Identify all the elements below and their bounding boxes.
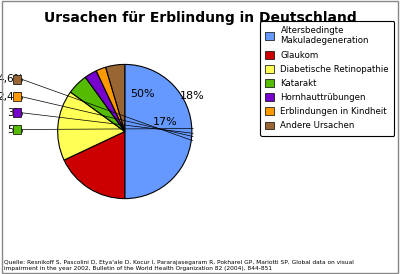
Wedge shape [106,64,125,132]
Text: 4,6%: 4,6% [0,74,24,84]
FancyBboxPatch shape [13,75,22,84]
Text: 2,4%: 2,4% [0,92,24,102]
Text: 3%: 3% [8,108,24,118]
FancyBboxPatch shape [13,109,22,117]
Wedge shape [96,67,125,132]
Text: 18%: 18% [180,91,205,101]
Wedge shape [58,92,125,160]
Wedge shape [70,77,125,132]
Text: 5%: 5% [8,124,24,135]
Text: Quelle: Resnikoff S, Pascolini D, Etya'ale D, Kocur I, Pararajasegaram R, Pokhar: Quelle: Resnikoff S, Pascolini D, Etya'a… [4,261,354,271]
Text: 50%: 50% [130,89,155,99]
FancyBboxPatch shape [13,125,22,134]
Text: 17%: 17% [153,117,178,127]
Wedge shape [125,64,192,199]
FancyBboxPatch shape [13,92,22,101]
Legend: Altersbedingte
Makuladegeneration, Glaukom, Diabetische Retinopathie, Katarakt, : Altersbedingte Makuladegeneration, Glauk… [260,21,394,136]
Wedge shape [85,71,125,132]
Wedge shape [64,132,125,199]
Text: Ursachen für Erblindung in Deutschland: Ursachen für Erblindung in Deutschland [44,11,356,25]
